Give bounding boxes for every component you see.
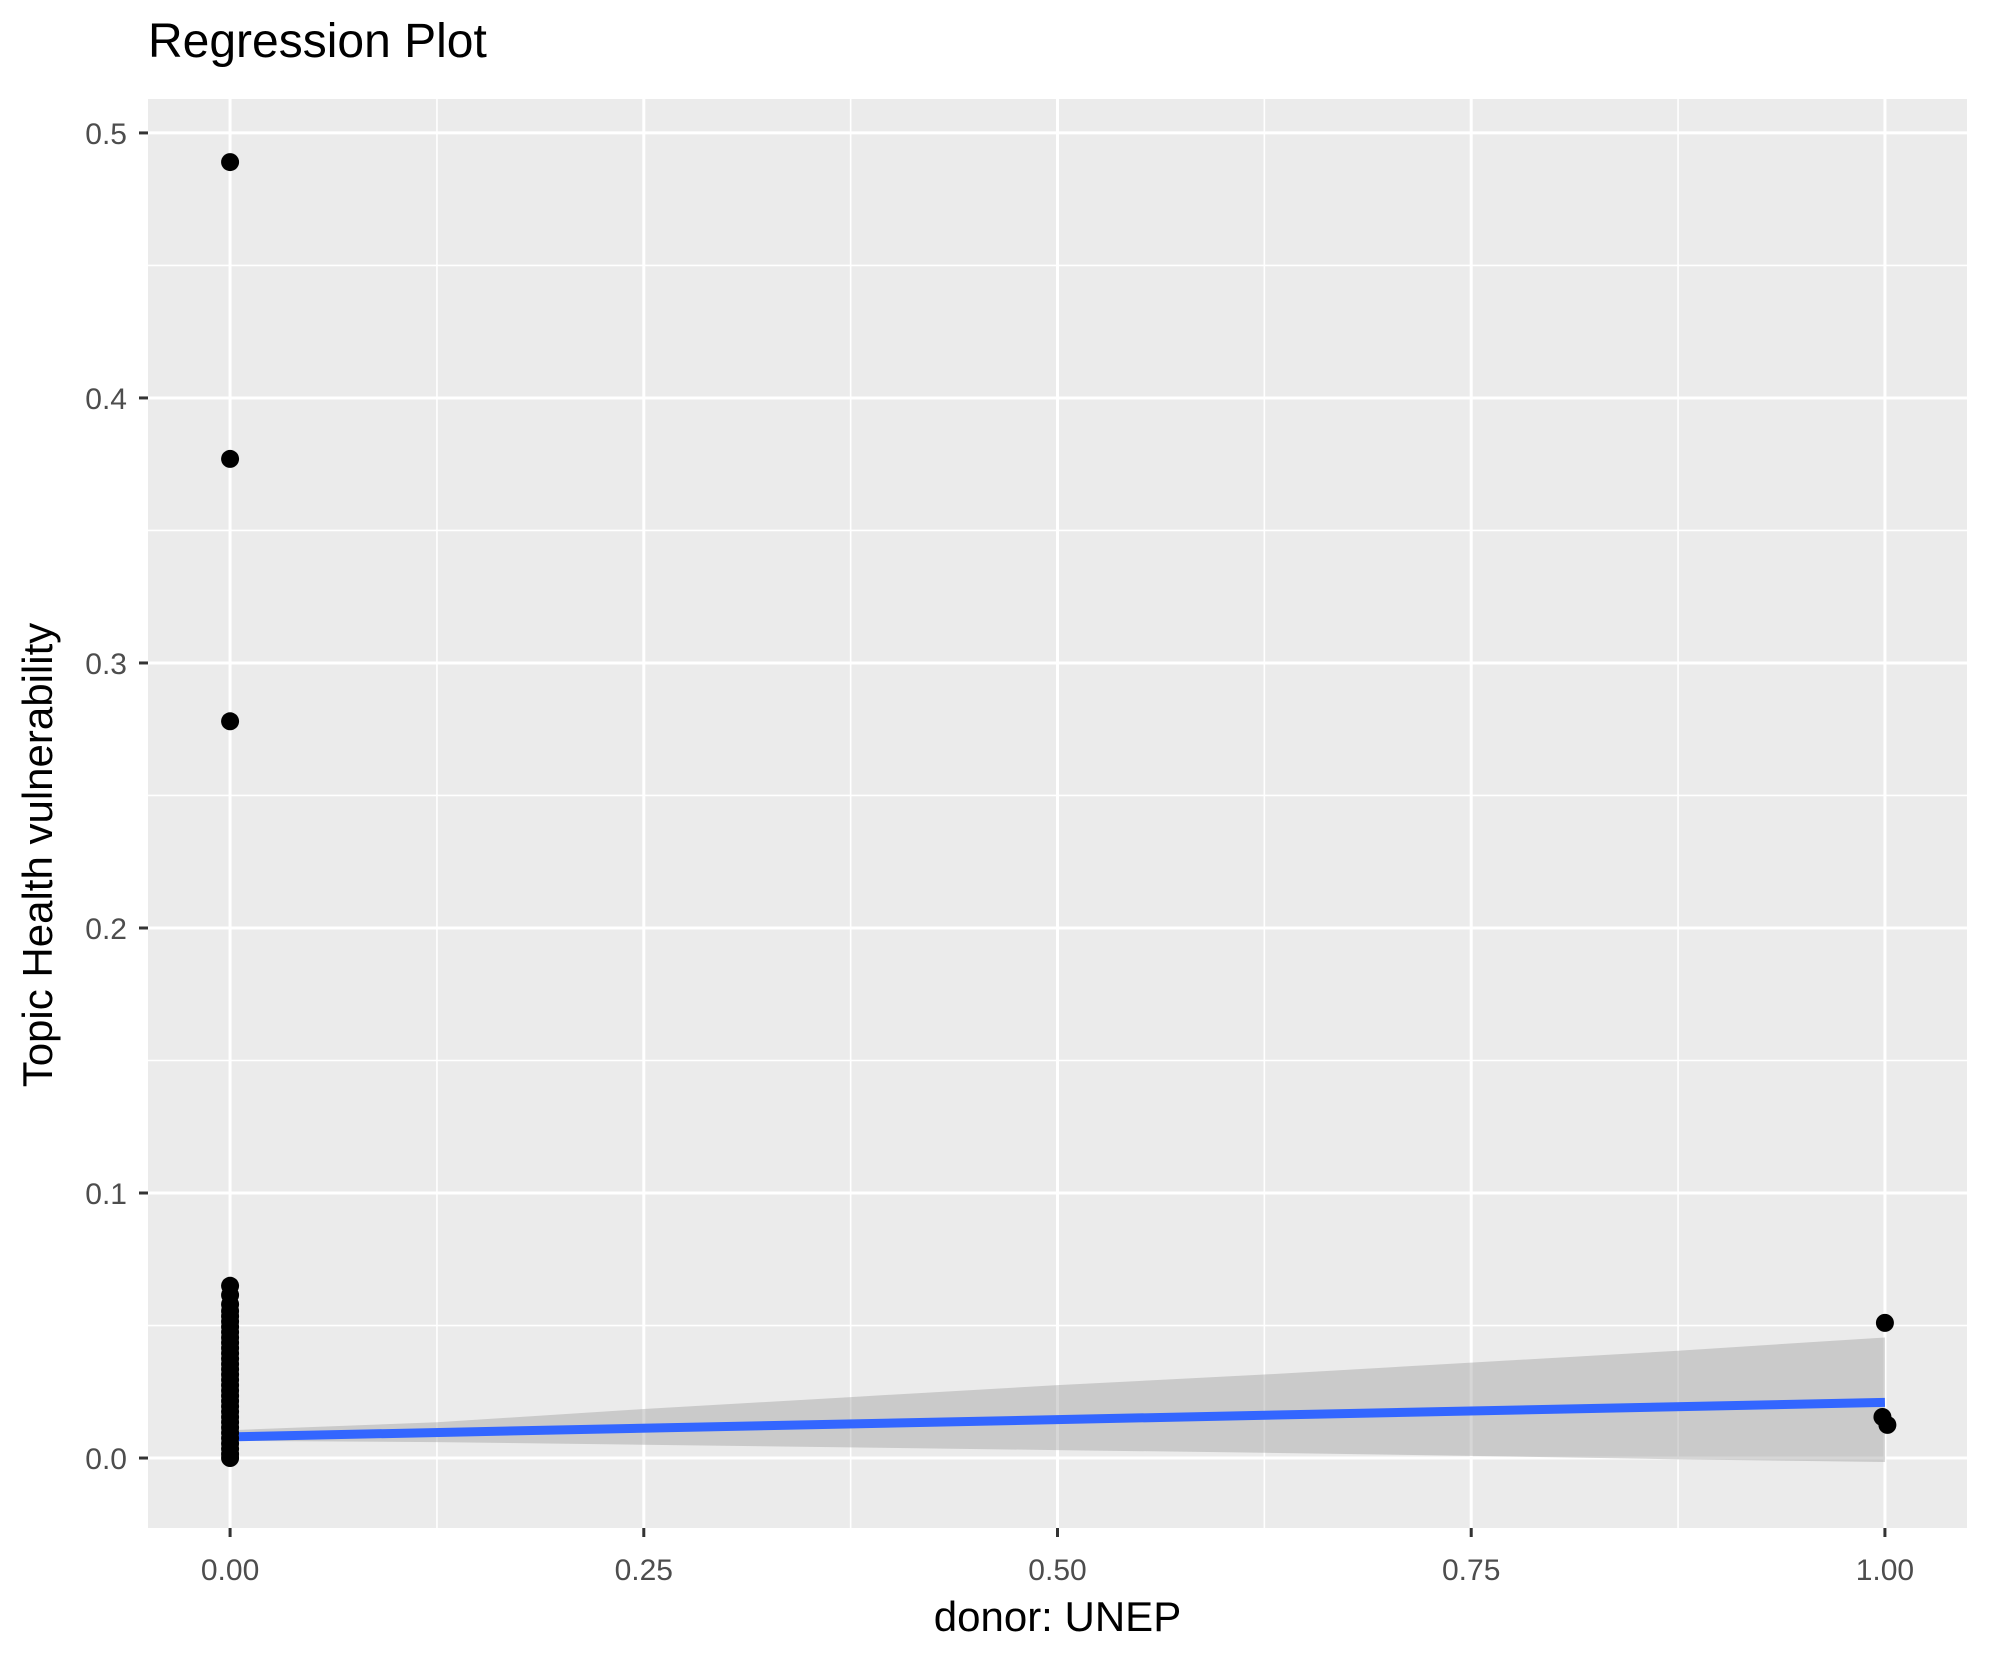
data-points bbox=[221, 153, 1897, 1468]
y-tick-label: 0.0 bbox=[85, 1443, 127, 1476]
y-axis-title: Topic Health vulnerability bbox=[14, 622, 61, 1088]
y-tick-labels: 0.0 0.1 0.2 0.3 0.4 0.5 bbox=[85, 118, 127, 1476]
x-axis-title: donor: UNEP bbox=[933, 1593, 1182, 1640]
data-point bbox=[1875, 1313, 1894, 1332]
x-tick-label: 0.25 bbox=[615, 1554, 673, 1587]
x-tick-label: 0.75 bbox=[1442, 1554, 1500, 1587]
x-tick-label: 0.50 bbox=[1028, 1554, 1086, 1587]
data-point bbox=[221, 1276, 240, 1295]
y-tick-label: 0.3 bbox=[85, 648, 127, 681]
data-point bbox=[221, 449, 240, 468]
plot-title: Regression Plot bbox=[148, 15, 487, 68]
x-tick-label: 1.00 bbox=[1856, 1554, 1914, 1587]
data-point bbox=[221, 712, 240, 731]
tick-marks bbox=[139, 131, 1887, 1537]
data-point bbox=[221, 153, 240, 172]
y-tick-label: 0.5 bbox=[85, 118, 127, 151]
y-tick-label: 0.4 bbox=[85, 383, 127, 416]
y-tick-label: 0.1 bbox=[85, 1178, 127, 1211]
data-point bbox=[1878, 1415, 1897, 1434]
x-tick-labels: 0.00 0.25 0.50 0.75 1.00 bbox=[201, 1554, 1914, 1587]
x-tick-label: 0.00 bbox=[201, 1554, 259, 1587]
regression-line bbox=[229, 1397, 1886, 1442]
y-tick-label: 0.2 bbox=[85, 913, 127, 946]
